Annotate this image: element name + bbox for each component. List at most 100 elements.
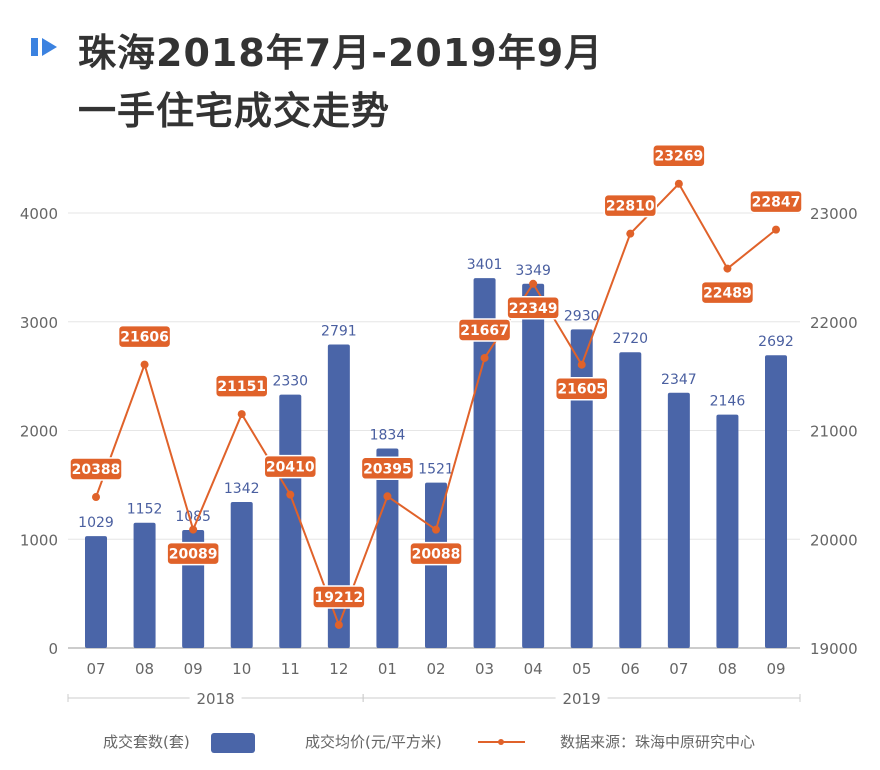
- price-point: [334, 620, 343, 629]
- x-tick-label: 07: [669, 660, 688, 678]
- bar: [85, 536, 107, 648]
- price-point: [383, 492, 392, 501]
- price-label-box: [603, 193, 658, 218]
- bar: [765, 355, 787, 648]
- legend-bar-swatch: [211, 733, 255, 753]
- price-point: [626, 229, 635, 238]
- price-value-label: 20089: [169, 547, 218, 563]
- right-tick-label: 19000: [810, 640, 858, 658]
- price-label-box: [69, 457, 123, 481]
- bar-value-label: 1521: [418, 462, 454, 478]
- bar: [279, 394, 302, 648]
- chart-title-line1: 珠海2018年7月-2019年9月: [78, 31, 604, 75]
- price-value-label: 21151: [217, 379, 266, 395]
- chart-title-line2: 一手住宅成交走势: [78, 89, 391, 133]
- x-tick-label: 09: [766, 660, 785, 678]
- x-tick-label: 05: [572, 660, 591, 678]
- play-arrow-icon: [31, 38, 57, 56]
- right-tick-label: 22000: [810, 314, 858, 332]
- price-point: [189, 525, 198, 534]
- price-point: [480, 353, 489, 362]
- left-tick-label: 3000: [20, 314, 58, 332]
- bar-value-label: 1834: [370, 428, 406, 444]
- price-point: [577, 360, 586, 369]
- price-value-label: 22810: [606, 199, 655, 215]
- price-label-box: [263, 454, 318, 479]
- price-value-label: 20388: [72, 462, 121, 478]
- left-tick-label: 1000: [20, 531, 58, 549]
- bar-value-label: 2720: [612, 331, 648, 347]
- bar-value-label: 1029: [78, 515, 114, 531]
- bar-value-label: 2330: [272, 374, 308, 390]
- x-tick-label: 03: [475, 660, 494, 678]
- bar-value-label: 1085: [175, 509, 211, 525]
- price-label-box: [166, 541, 220, 566]
- legend-bar-label: 成交套数(套): [103, 733, 190, 751]
- price-label-box: [506, 296, 560, 320]
- bar: [133, 522, 156, 648]
- bar-value-label: 1342: [224, 481, 260, 497]
- bar-value-label: 2692: [758, 334, 794, 350]
- price-point: [772, 225, 780, 234]
- x-tick-label: 04: [524, 660, 543, 678]
- right-tick-label: 21000: [810, 423, 858, 441]
- price-point: [92, 493, 100, 502]
- price-value-label: 22349: [509, 301, 558, 317]
- price-value-label: 21605: [557, 382, 606, 398]
- price-value-label: 22847: [752, 195, 801, 211]
- price-value-label: 22489: [703, 286, 752, 302]
- left-tick-label: 2000: [20, 423, 58, 441]
- price-label-box: [360, 456, 415, 481]
- x-tick-label: 11: [281, 660, 300, 678]
- price-point: [674, 179, 683, 188]
- price-label-box: [457, 318, 512, 342]
- right-tick-label: 23000: [810, 205, 858, 223]
- price-point: [140, 360, 149, 369]
- bar: [327, 344, 350, 648]
- bar: [619, 352, 642, 648]
- x-tick-label: 12: [329, 660, 348, 678]
- x-tick-label: 06: [621, 660, 640, 678]
- price-label-box: [312, 585, 366, 609]
- price-point: [237, 410, 246, 419]
- bar: [667, 392, 690, 648]
- price-value-label: 20410: [266, 460, 315, 476]
- price-label-box: [409, 541, 463, 566]
- price-point: [529, 279, 538, 288]
- x-tick-label: 08: [135, 660, 154, 678]
- price-label-box: [117, 324, 172, 349]
- bar-value-label: 2930: [564, 308, 600, 324]
- left-tick-label: 0: [48, 640, 58, 658]
- price-label-box: [554, 376, 609, 401]
- x-tick-label: 08: [718, 660, 737, 678]
- price-label-box: [700, 280, 755, 305]
- x-tick-label: 09: [184, 660, 203, 678]
- bar: [716, 414, 739, 648]
- bar: [522, 283, 545, 648]
- x-tick-label: 10: [232, 660, 251, 678]
- price-point: [286, 490, 295, 499]
- bar-value-label: 2146: [710, 394, 746, 410]
- price-point: [432, 525, 440, 534]
- price-value-label: 19212: [314, 590, 363, 606]
- bar: [376, 448, 399, 648]
- data-source-note: 数据来源：珠海中原研究中心: [560, 733, 755, 751]
- price-point: [723, 264, 732, 273]
- x-tick-label: 02: [426, 660, 445, 678]
- bar: [473, 278, 496, 648]
- bar-value-label: 2347: [661, 372, 697, 388]
- price-value-label: 21667: [460, 323, 509, 339]
- price-label-box: [214, 374, 269, 398]
- price-value-label: 20395: [363, 461, 412, 477]
- x-tick-label: 07: [86, 660, 105, 678]
- legend-line-label: 成交均价(元/平方米): [305, 733, 442, 751]
- year-label: 2019: [562, 690, 600, 708]
- legend-line-marker: [498, 739, 504, 745]
- price-value-label: 20088: [412, 547, 461, 563]
- price-value-label: 23269: [654, 149, 703, 165]
- x-tick-label: 01: [378, 660, 397, 678]
- bar: [570, 329, 593, 648]
- price-value-label: 21606: [120, 330, 169, 346]
